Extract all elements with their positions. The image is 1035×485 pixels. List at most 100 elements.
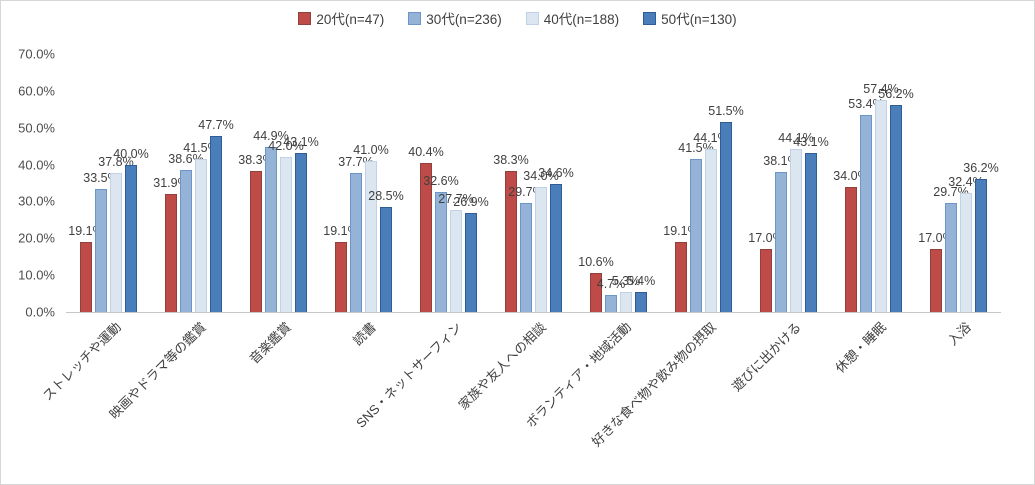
bar-value-label: 29.7% (933, 184, 969, 199)
x-axis-category-label: 入浴 (945, 319, 975, 349)
y-axis-tick-label: 50.0% (18, 120, 55, 136)
bar (930, 249, 942, 312)
bar-value-label: 44.1% (778, 131, 814, 146)
bar-value-label: 17.0% (918, 231, 954, 246)
bar-value-label: 17.0% (748, 231, 784, 246)
y-axis-tick-label: 30.0% (18, 193, 55, 209)
bar-value-label: 43.1% (283, 135, 319, 150)
bar-value-label: 44.9% (253, 128, 289, 143)
bar (705, 149, 717, 312)
bar-value-label: 57.4% (863, 82, 899, 97)
bar (95, 188, 107, 312)
bar (165, 194, 177, 312)
bar-value-label: 19.1% (68, 223, 104, 238)
legend-item: 30代(n=236) (408, 8, 502, 28)
bar-value-label: 36.2% (963, 160, 999, 175)
bar-value-label: 32.6% (423, 173, 459, 188)
bar-value-label: 27.7% (438, 191, 474, 206)
legend-item: 40代(n=188) (525, 8, 620, 28)
bar-value-label: 5.4% (626, 274, 656, 289)
y-axis-tick-label: 40.0% (18, 157, 55, 173)
bar (435, 191, 447, 312)
legend-swatch-icon (525, 11, 539, 25)
bar (635, 292, 647, 312)
bar (590, 272, 602, 312)
x-axis-category-label: 休憩・睡眠 (832, 319, 890, 376)
bar (365, 160, 377, 312)
bar (250, 170, 262, 312)
bar (110, 172, 122, 312)
bar-value-label: 4.7% (596, 276, 626, 291)
bar (805, 153, 817, 312)
bar-value-label: 29.7% (508, 184, 544, 199)
bar-value-label: 38.1% (763, 153, 799, 168)
x-axis-category-label: 映画やドラマ等の鑑賞 (106, 319, 210, 422)
bar (775, 171, 787, 312)
bar-value-label: 41.0% (353, 142, 389, 157)
bar-value-label: 32.4% (948, 174, 984, 189)
x-axis-category-label: 家族や友人への相談 (456, 319, 550, 413)
y-axis-tick-label: 20.0% (18, 230, 55, 246)
bar-value-label: 40.4% (408, 145, 444, 160)
bar (210, 136, 222, 312)
legend-label: 40代(n=188) (543, 12, 620, 27)
bar-value-label: 33.5% (83, 170, 119, 185)
bar-value-label: 26.9% (453, 194, 489, 209)
bar (125, 164, 137, 312)
bar-value-label: 28.5% (368, 188, 404, 203)
bar (295, 153, 307, 312)
bar (350, 173, 362, 312)
bar-value-label: 34.0% (833, 168, 869, 183)
bar (875, 100, 887, 312)
bar-value-label: 19.1% (323, 223, 359, 238)
bar-value-label: 51.5% (708, 104, 744, 119)
bar (380, 206, 392, 312)
bar (535, 186, 547, 312)
bar-value-label: 19.1% (663, 223, 699, 238)
legend-item: 20代(n=47) (298, 8, 384, 28)
y-axis-tick-label: 60.0% (18, 83, 55, 99)
bar-value-label: 40.0% (113, 146, 149, 161)
bar (605, 294, 617, 312)
bar (505, 170, 517, 312)
chart-legend: 20代(n=47) 30代(n=236) 40代(n=188) 50代(n=130) (1, 8, 1034, 28)
bar (620, 292, 632, 312)
bar-value-label: 5.3% (611, 274, 641, 289)
bar-value-label: 44.1% (693, 131, 729, 146)
bar (80, 241, 92, 312)
x-axis-line (66, 312, 1001, 313)
bar-value-label: 41.5% (183, 141, 219, 156)
bar-value-label: 31.9% (153, 176, 189, 191)
bar (790, 149, 802, 312)
bar-value-label: 37.8% (98, 154, 134, 169)
bar (550, 184, 562, 312)
bar (450, 209, 462, 312)
legend-swatch-icon (643, 11, 657, 25)
bar-value-label: 34.0% (523, 168, 559, 183)
bar-value-label: 38.3% (493, 152, 529, 167)
bar (465, 212, 477, 312)
bar (180, 169, 192, 312)
bar (945, 202, 957, 312)
legend-label: 30代(n=236) (426, 12, 502, 27)
x-axis-category-label: 遊びに出かける (729, 319, 805, 395)
bar (960, 192, 972, 312)
x-axis-category-label: 読書 (350, 319, 380, 349)
legend-item: 50代(n=130) (643, 8, 737, 28)
x-axis-category-label: 音楽鑑賞 (247, 319, 295, 367)
bar (690, 159, 702, 312)
bar-value-label: 10.6% (578, 254, 614, 269)
legend-label: 20代(n=47) (316, 12, 385, 27)
bar (675, 241, 687, 312)
bar (335, 241, 347, 312)
bar (195, 159, 207, 312)
bar (890, 104, 902, 312)
bar-value-label: 43.1% (793, 135, 829, 150)
bar (420, 163, 432, 312)
legend-swatch-icon (408, 11, 422, 25)
bar-value-label: 42.0% (268, 139, 304, 154)
bar-value-label: 34.6% (538, 166, 574, 181)
y-axis-tick-label: 0.0% (25, 304, 55, 320)
